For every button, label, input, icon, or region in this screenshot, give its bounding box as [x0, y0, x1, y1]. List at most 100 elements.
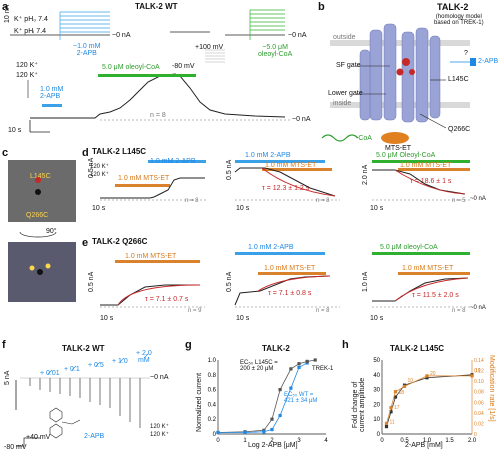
tau-label: τ = 12.3 ± 1.2 s	[262, 185, 310, 192]
y2-tick-label: 0.12	[474, 369, 484, 375]
panel-letter: d	[82, 147, 89, 159]
data-point	[297, 365, 301, 369]
sf-gate-label: SF gate	[336, 62, 361, 69]
panel-letter: c	[2, 147, 9, 159]
y-tick-label: 0.6	[208, 388, 217, 394]
chart-g: 0 1 2 3 4 0 0.2 0.4 0.6 0.8 1.0	[208, 358, 329, 444]
y-tick-label: 50	[373, 358, 380, 364]
data-point	[425, 376, 429, 380]
conc-label: + 0.1	[64, 366, 80, 373]
series-line	[217, 361, 308, 433]
n-label: n = 8	[150, 112, 166, 119]
structure-markers	[19, 177, 57, 275]
k-bottom: 120 K⁺	[16, 72, 38, 79]
time-scale: 10 s	[370, 205, 384, 212]
conc-label: + 0.01	[40, 370, 60, 377]
x-axis-label: Log 2-APB [μM]	[248, 442, 298, 449]
series-line	[218, 362, 308, 433]
solution-bottom: K⁺ pHᵢ 7.4	[14, 28, 47, 35]
molecule-label: 2-APB	[84, 433, 105, 440]
y2-tick-label: 0.02	[474, 421, 484, 427]
k-top: 120 K⁺	[90, 164, 109, 170]
panel-e-traces	[100, 275, 470, 308]
n-label: n = 5	[452, 198, 466, 204]
inside-label: inside	[333, 100, 352, 107]
oleoyl-bar	[372, 160, 470, 163]
time-scale: 10 s	[236, 315, 250, 322]
x-tick-label: 0.5	[400, 438, 409, 444]
mtset-label: 1.0 mM MTS-ET	[402, 265, 454, 272]
apb-label: 1.0 mM 2-APB	[245, 152, 291, 159]
panel-letter: e	[82, 237, 89, 249]
y2-tick-label: 0.10	[474, 379, 484, 385]
y-tick-label: 30	[373, 388, 380, 394]
coa-label: -CoA	[356, 135, 372, 142]
apb-bar	[42, 104, 62, 107]
zero-label: ~0 nA	[288, 32, 307, 39]
apb-bar	[235, 160, 325, 163]
conc-label: + 0.5	[88, 362, 104, 369]
data-point	[393, 395, 398, 399]
data-point	[470, 374, 474, 378]
point-label: 10	[475, 368, 481, 374]
k-top: 120 K⁺	[150, 424, 169, 430]
voltage-minus: -80 mV	[4, 444, 27, 451]
y-tick-label: 0	[377, 432, 381, 438]
x-tick-label: 1.5	[445, 438, 454, 444]
data-point	[216, 430, 220, 435]
y-tick-label: 0	[213, 432, 217, 438]
data-point	[384, 425, 389, 429]
data-point	[270, 417, 274, 421]
data-point	[389, 405, 393, 410]
y-tick-label: 20	[373, 402, 380, 408]
time-scale: 10 s	[92, 205, 106, 212]
panel-letter: a	[2, 1, 9, 13]
mtset-label: 1.0 mM MTS-ET	[265, 162, 317, 169]
mtset-label: 1.0 mM MTS-ET	[264, 265, 316, 272]
y-tick-label: 0.4	[208, 402, 217, 408]
panel-letter: b	[318, 1, 325, 13]
mtset-bar	[398, 272, 470, 275]
panel-title: TALK-2 L145C	[390, 344, 445, 353]
y2-tick-label: 0.14	[474, 358, 484, 364]
time-scale: 10 s	[100, 315, 114, 322]
x-tick-label: 2.0	[468, 438, 477, 444]
y-tick-label: 1.0	[208, 358, 217, 364]
lower-gate-label: Lower gate	[328, 90, 363, 97]
data-point	[278, 413, 282, 418]
panel-title: TALK-2 WT	[135, 2, 178, 11]
n-label: n = 8	[185, 198, 199, 204]
y-tick-label: 0.8	[208, 373, 217, 379]
series-line	[386, 374, 473, 427]
l145c-label: L145C	[30, 173, 51, 180]
voltage-plus: +40 mV	[26, 434, 51, 441]
mtset-label: 1.0 mM MTS-ET	[125, 253, 177, 260]
apb-bar	[148, 160, 206, 163]
tau-label: τ = 7.1 ± 0.8 s	[268, 290, 312, 297]
small-oleoyl-label: ~5.0 μM oleoyl-CoA	[258, 44, 293, 58]
oleoyl-main-label: 5.0 μM oleoyl-CoA	[102, 64, 160, 71]
series-line	[386, 375, 472, 424]
zero-label: ~0 nA	[112, 32, 131, 39]
mtset-label: 1.0 mM MTS-ET	[118, 175, 170, 182]
zero-label: ~0 nA	[470, 305, 486, 311]
question-mark: ?	[464, 50, 468, 57]
apb-bar	[235, 252, 325, 255]
point-label: 10	[408, 378, 414, 384]
data-point	[389, 410, 393, 414]
time-scale: 10 s	[8, 127, 22, 134]
voltage-plus: +100 mV	[195, 44, 224, 51]
apb-label: 1.0 mM 2-APB	[248, 244, 294, 251]
point-label: 20	[430, 371, 436, 377]
panel-title: TALK-2 Q266C	[92, 237, 148, 246]
apb-label: 2-APB	[478, 58, 499, 65]
y2-tick-label: 0.04	[474, 411, 484, 417]
data-point	[289, 367, 293, 371]
mtset-bar	[262, 168, 332, 171]
tau-label: τ = 7.1 ± 0.7 s	[145, 296, 189, 303]
chart-h: 0 0.5 1.0 1.5 2.00102030405000.020.040.060.0…	[373, 358, 484, 444]
structure-side-view	[8, 160, 76, 222]
x-tick-label: 4	[324, 438, 328, 444]
y-tick-label: 0.2	[208, 417, 217, 423]
point-label: 18	[399, 390, 405, 396]
